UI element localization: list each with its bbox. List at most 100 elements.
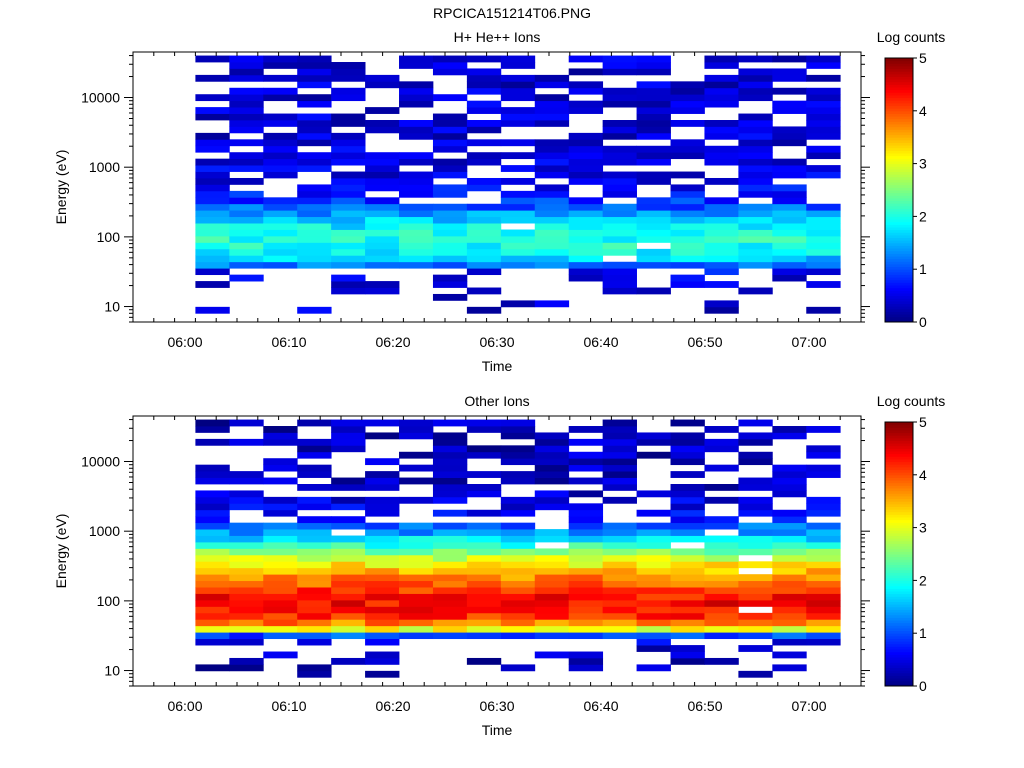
heatmap-cell — [229, 113, 264, 121]
heatmap-cell — [432, 261, 468, 269]
heatmap-cell — [263, 529, 298, 536]
heatmap-cell — [263, 503, 298, 511]
heatmap-cell — [670, 580, 705, 588]
colorbar-step — [885, 73, 913, 77]
colorbar-step — [885, 292, 913, 297]
heatmap-cell — [229, 74, 264, 82]
heatmap-cell — [772, 606, 807, 614]
heatmap-cell — [195, 248, 230, 256]
heatmap-cell — [670, 651, 705, 659]
heatmap-cell — [636, 171, 671, 179]
colorbar-step — [885, 519, 913, 523]
heatmap-cell — [229, 223, 264, 230]
colorbar-step — [885, 139, 913, 143]
x-axis: 06:00 06:10 06:20 06:30 06:40 06:50 07:00 — [132, 52, 862, 350]
heatmap-cell — [500, 554, 536, 562]
heatmap-cell — [195, 561, 230, 569]
heatmap-cell — [772, 574, 807, 582]
heatmap-cell — [195, 580, 230, 588]
heatmap-cell — [806, 612, 841, 620]
heatmap-cell — [738, 509, 773, 517]
x-tick-label: 07:00 — [791, 334, 826, 350]
colorbar-step — [885, 224, 913, 228]
heatmap-cell — [704, 229, 739, 237]
heatmap-cell — [466, 509, 502, 517]
heatmap-cell — [297, 535, 332, 543]
heatmap-cell — [365, 522, 400, 530]
heatmap-cell — [365, 657, 400, 665]
heatmap-cell — [195, 132, 230, 140]
heatmap-cell — [568, 490, 604, 498]
heatmap-cell — [263, 619, 298, 627]
heatmap-cell — [704, 516, 739, 524]
colorbar-step — [885, 472, 913, 476]
heatmap-cell — [365, 197, 400, 205]
colorbar-step — [885, 94, 913, 99]
heatmap-cell — [636, 177, 671, 185]
heatmap-cell — [432, 587, 468, 594]
heatmap-cell — [331, 87, 366, 95]
heatmap-cell — [432, 451, 468, 459]
colorbar-step — [885, 633, 913, 637]
heatmap-cell — [365, 638, 400, 646]
colorbar-step — [885, 234, 913, 239]
heatmap-cell — [331, 132, 366, 140]
x-tick-label: 06:30 — [479, 698, 514, 714]
heatmap-cell — [772, 100, 807, 108]
heatmap-cell — [568, 535, 604, 543]
heatmap-cell — [738, 593, 773, 601]
heatmap-cell — [195, 490, 230, 498]
heatmap-cell — [229, 197, 264, 205]
heatmap-cell — [568, 55, 604, 63]
heatmap-cell — [636, 567, 671, 575]
heatmap-cell — [466, 625, 502, 633]
heatmap-cell — [636, 158, 671, 166]
heatmap-cell — [636, 509, 671, 517]
heatmap-cell — [297, 574, 332, 582]
heatmap-cell — [636, 216, 671, 224]
heatmap-cell — [365, 165, 400, 172]
heatmap-cell — [229, 548, 264, 556]
heatmap-cell — [806, 306, 841, 314]
heatmap-cell — [636, 664, 671, 672]
heatmap-cell — [399, 599, 434, 607]
heatmap-cell — [229, 438, 264, 446]
colorbar-step — [885, 458, 913, 463]
heatmap-cell — [500, 120, 536, 127]
heatmap-cell — [466, 74, 502, 82]
heatmap-cell — [331, 68, 366, 76]
heatmap-cell — [399, 261, 434, 269]
heatmap-cell — [432, 132, 468, 140]
heatmap-cell — [432, 158, 468, 166]
heatmap-cell — [772, 74, 807, 82]
colorbar-step — [885, 456, 913, 460]
heatmap-cell — [534, 438, 570, 446]
heatmap-cell — [466, 248, 502, 256]
heatmap-cell — [432, 229, 468, 237]
heatmap-cell — [670, 451, 705, 459]
heatmap-cell — [738, 190, 773, 198]
heatmap-cell — [806, 74, 841, 82]
heatmap-cell — [568, 165, 604, 172]
heatmap-cell — [229, 477, 264, 485]
heatmap-cell — [195, 165, 230, 172]
y-axis: 10 100 1000 10000 — [81, 419, 870, 687]
heatmap-cell — [738, 152, 773, 160]
heatmap-cell — [704, 55, 739, 63]
heatmap-cell — [806, 229, 841, 237]
heatmap-cell — [432, 567, 468, 575]
heatmap-cell — [738, 535, 773, 543]
colorbar-step — [885, 237, 913, 241]
heatmap-cell — [568, 522, 604, 530]
heatmap-cell — [466, 126, 502, 134]
heatmap-cell — [636, 113, 671, 121]
colorbar-tick-label: 0 — [919, 678, 927, 694]
heatmap-cell — [500, 522, 536, 530]
heatmap-cell — [432, 541, 468, 549]
heatmap-cell — [568, 152, 604, 160]
colorbar-step — [885, 662, 913, 666]
heatmap-cell — [500, 567, 536, 575]
heatmap-cell — [331, 223, 366, 230]
heatmap-cell — [331, 184, 366, 192]
heatmap-cell — [432, 126, 468, 134]
